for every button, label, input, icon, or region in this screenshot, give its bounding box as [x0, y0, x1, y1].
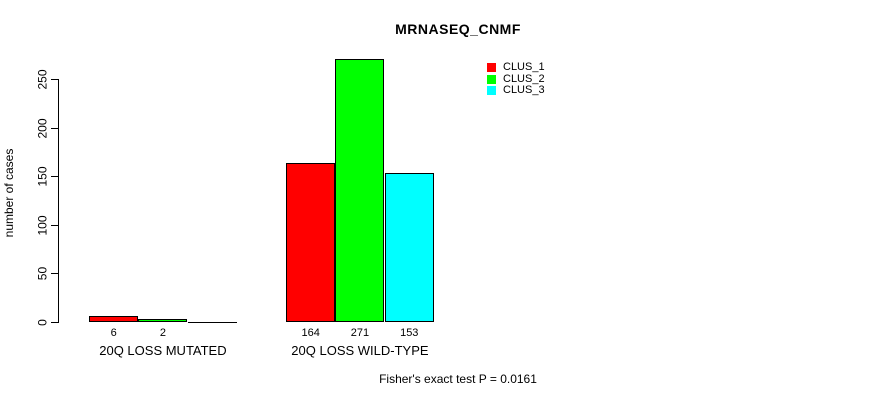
ytick-mark	[51, 127, 58, 129]
ytick-mark	[51, 273, 58, 275]
legend-swatch	[487, 74, 496, 84]
legend-label: CLUS_2	[503, 72, 545, 85]
ytick-label: 50	[35, 267, 50, 281]
bar	[89, 316, 138, 322]
ytick-label: 0	[35, 319, 50, 326]
legend-row: CLUS_1	[487, 62, 545, 74]
bar-value-label: 153	[400, 327, 419, 339]
y-axis-title: number of cases	[2, 148, 16, 238]
ytick-mark	[51, 322, 58, 323]
ytick-label: 200	[35, 118, 50, 139]
legend-swatch	[487, 86, 496, 96]
legend-label: CLUS_3	[503, 84, 545, 97]
bar-value-label: 164	[301, 327, 320, 339]
ytick-mark	[51, 79, 58, 80]
bar	[188, 322, 237, 323]
ytick-mark	[51, 224, 58, 226]
category-label: 20Q LOSS MUTATED	[99, 343, 227, 358]
bar	[385, 173, 434, 322]
legend-row: CLUS_3	[487, 85, 545, 97]
legend-row: CLUS_2	[487, 72, 545, 86]
ytick-mark	[51, 176, 58, 178]
y-axis-line	[58, 79, 59, 323]
bar	[138, 319, 187, 322]
bar-value-label: 6	[110, 327, 117, 339]
category-label: 20Q LOSS WILD-TYPE	[291, 343, 429, 358]
ytick-label: 250	[35, 69, 50, 90]
ytick-label: 100	[35, 215, 50, 236]
fisher-note: Fisher's exact test P = 0.0161	[379, 372, 537, 386]
bar	[286, 163, 335, 322]
legend-swatch	[487, 63, 496, 73]
chart-title: MRNASEQ_CNMF	[395, 21, 521, 37]
ytick-label: 150	[35, 166, 50, 187]
bar	[335, 59, 384, 322]
legend-label: CLUS_1	[503, 61, 545, 74]
legend: CLUS_1 CLUS_2 CLUS_3	[487, 62, 545, 97]
bar-value-label: 271	[350, 327, 370, 339]
bar-value-label: 2	[159, 327, 166, 339]
